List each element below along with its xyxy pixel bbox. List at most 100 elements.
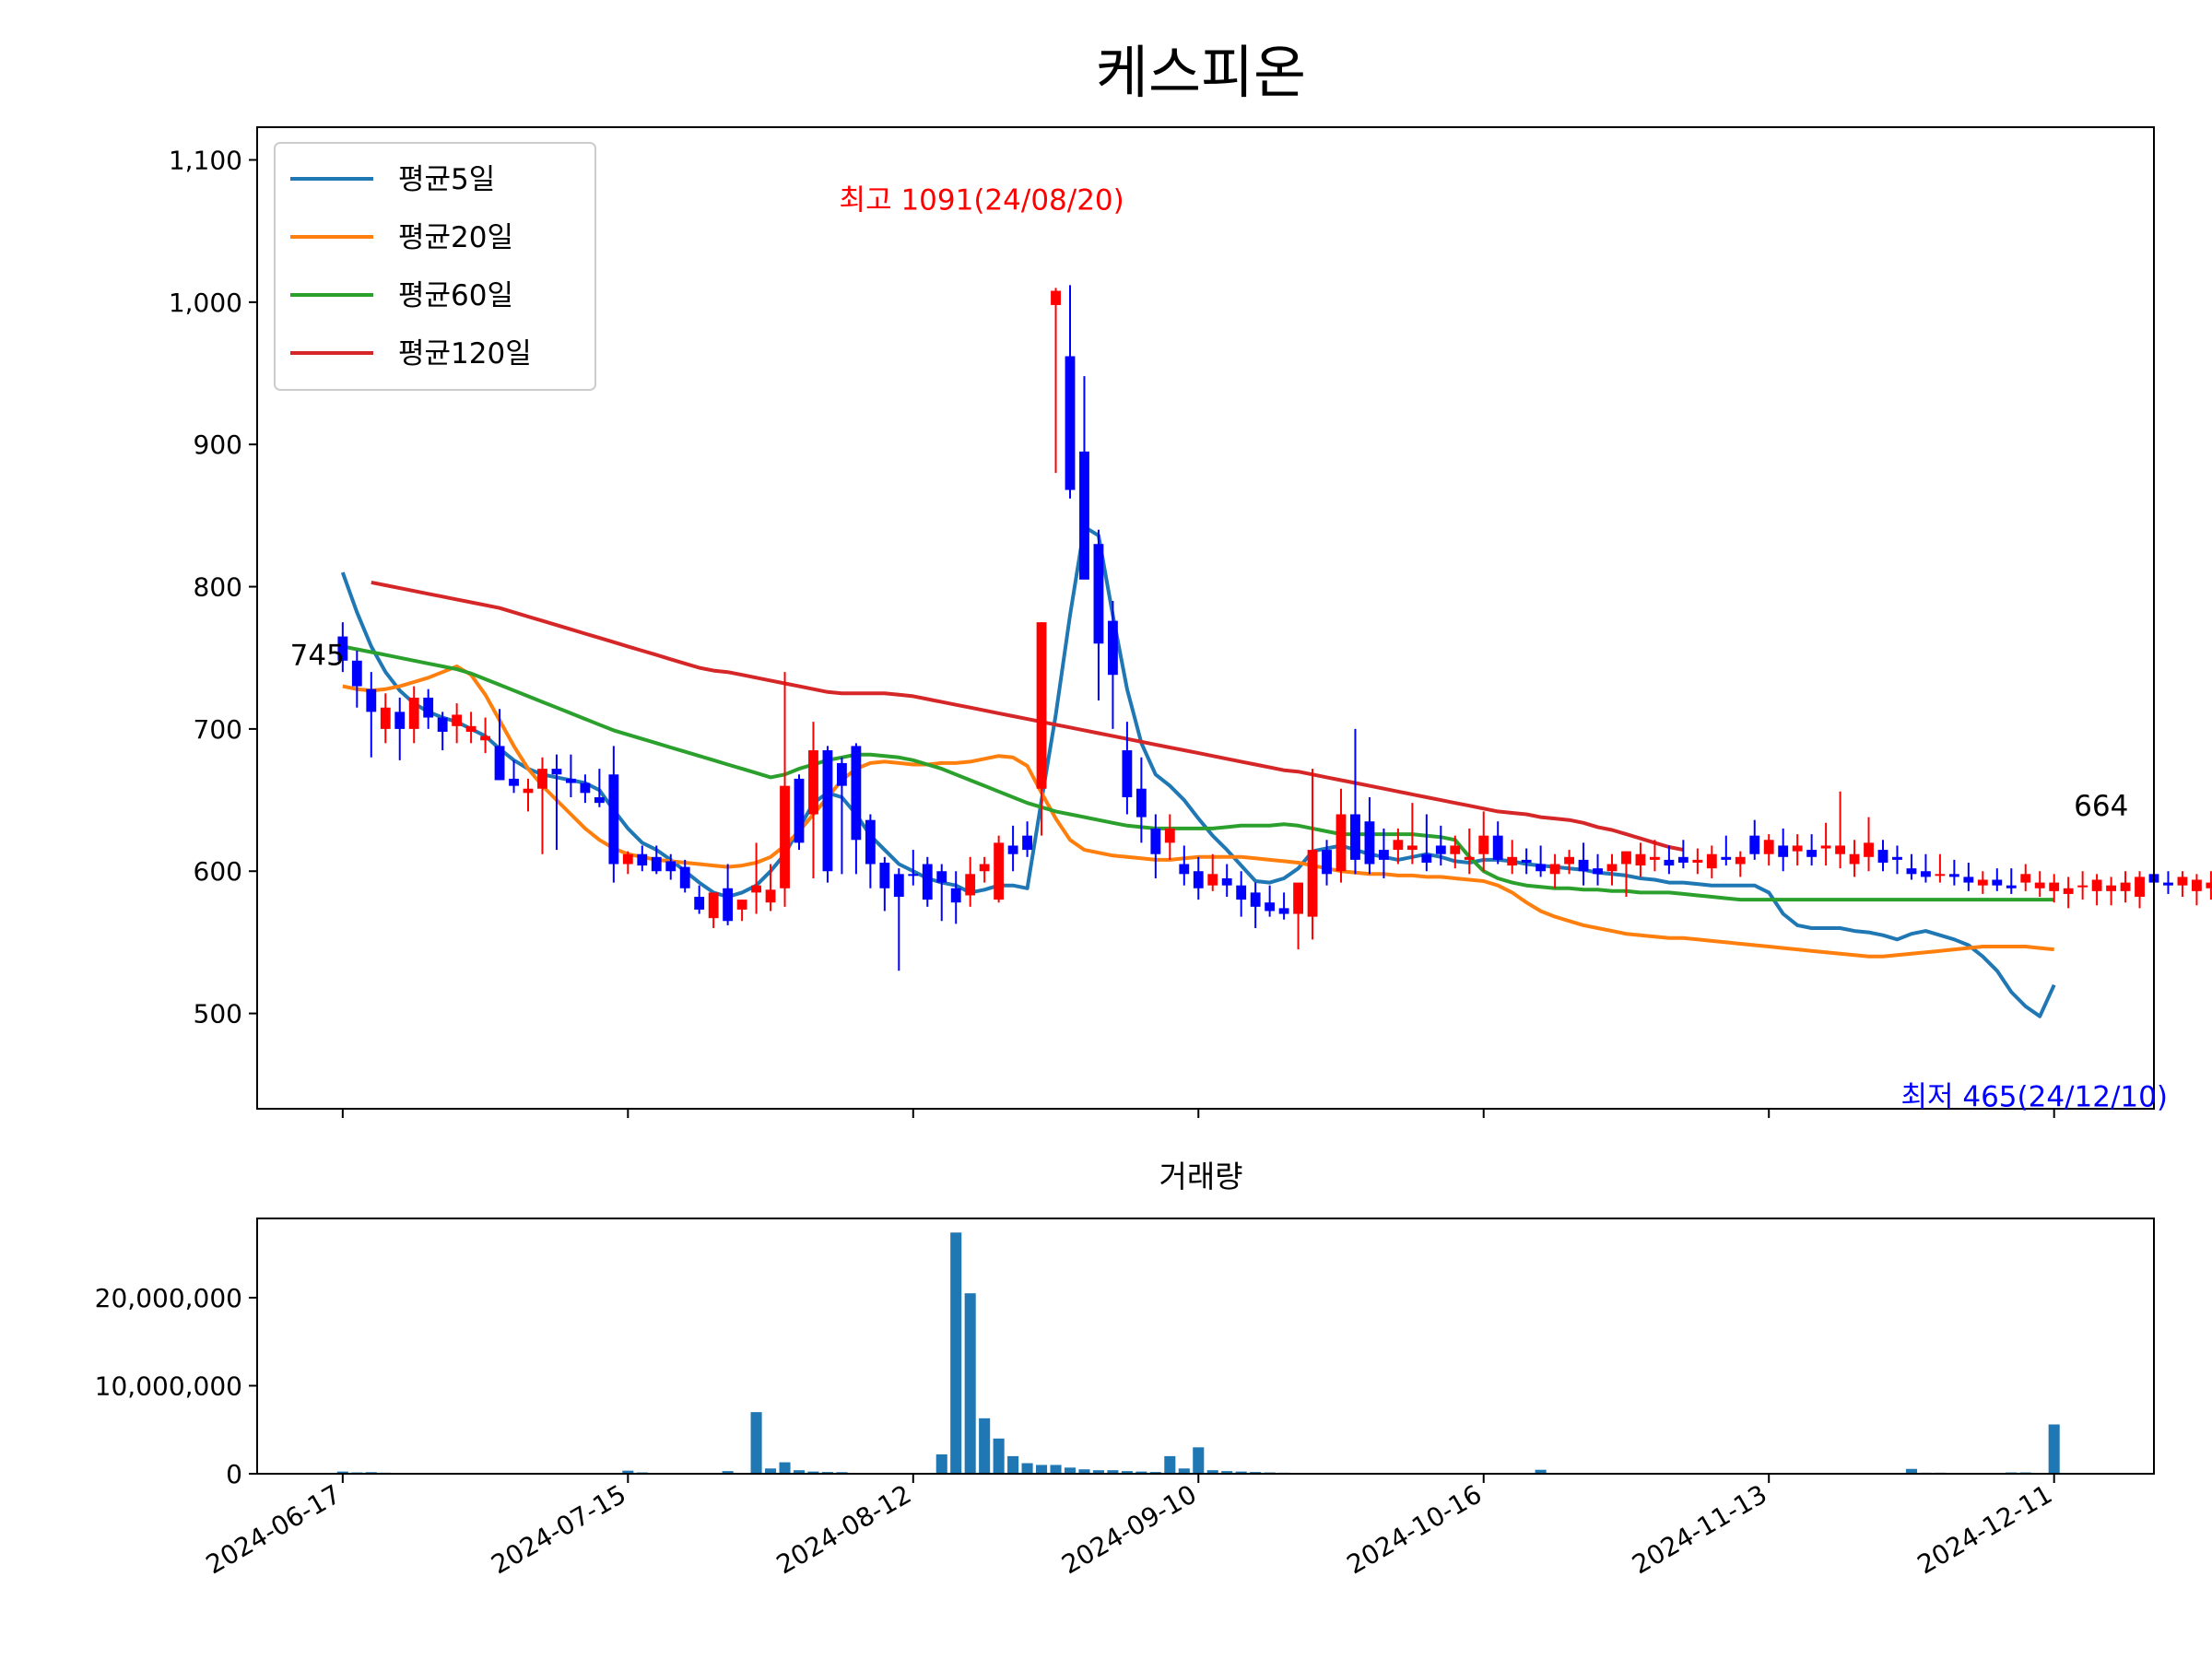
candle [1108,600,1118,729]
candle [380,693,391,744]
candle [979,856,990,883]
candle [351,651,362,708]
candle-body [794,778,805,843]
candle-body [1393,840,1404,851]
candle-body [1763,840,1774,854]
candle-body [1606,864,1618,872]
candle-body [1007,845,1018,854]
candle [637,845,648,872]
candle-body [1179,864,1190,875]
candle-body [580,782,591,794]
candle-body [2063,888,2074,894]
volume-bar [722,1471,734,1474]
candle-body [1921,871,1931,877]
candle-body [494,746,505,781]
candle [1093,529,1104,701]
volume-bar [2048,1424,2060,1474]
volume-bar [979,1418,991,1474]
candle [893,868,904,971]
volume-ytick-label: 10,000,000 [95,1371,242,1401]
candle [1921,853,1931,883]
candle [465,712,477,744]
candle-body [2006,885,2017,888]
candle [2120,871,2131,903]
candle-body [765,889,776,903]
candle-body [1364,821,1375,865]
candle-body [1549,864,1560,875]
candle-body [1749,835,1760,854]
candle-body [1307,850,1318,917]
candle [394,697,406,760]
candle [1122,722,1133,815]
volume-bar [622,1470,634,1474]
volume-bar [1535,1469,1547,1474]
candle [1079,376,1089,580]
candle-body [1221,877,1232,886]
candle [1221,864,1232,898]
candle-body [1963,877,1974,883]
candle [1406,803,1418,865]
volume-panel: 0 10,000,000 20,000,000 2024-06-17 2024-07-1… [95,1218,2155,1580]
candle-body [337,636,348,661]
candle-body [551,769,562,775]
legend-label-ma5: 평균5일 [398,163,495,196]
volume-bar [1021,1463,1033,1474]
candle [1065,285,1076,499]
candle-body [1022,835,1032,851]
candle [879,856,890,912]
candle [1778,828,1789,872]
candle [1792,834,1803,866]
price-ytick-label: 700 [194,714,242,745]
candle [480,717,490,754]
legend-label-ma120: 평균120일 [398,337,532,371]
candle [1236,871,1247,917]
candle-body [665,861,677,872]
candle-body [1421,853,1432,863]
candle [1464,828,1475,875]
candle [1963,862,1974,891]
candle [1036,622,1047,836]
candle [2106,877,2116,906]
candle [1606,853,1618,886]
candle-body [1164,828,1175,843]
candle-body [523,788,534,794]
legend: 평균5일 평균20일 평균60일 평균120일 [274,142,596,391]
candle-body [1521,859,1532,863]
candle-body [1877,850,1888,863]
candle-body [1135,788,1147,818]
candle [1135,757,1147,843]
volume-bar [1107,1470,1119,1474]
candle [1350,728,1360,875]
candle-body [1820,845,1831,849]
candle [1379,828,1389,878]
candle-body [1677,856,1688,863]
candle [494,709,505,781]
candle-body [1250,892,1261,907]
volume-panel-frame [256,1218,2155,1475]
candle-body [1578,859,1589,872]
candle [2063,877,2074,909]
candle [1293,882,1303,950]
candle [1806,834,1818,866]
volume-bar [1050,1465,1062,1474]
candle [665,853,677,880]
candle-body [708,892,719,919]
candle-body [893,874,904,898]
candle [408,686,419,744]
candle [1022,821,1032,857]
candle [1992,868,2003,891]
candle-body [1778,845,1789,857]
candle-body [1322,850,1332,875]
candle-body [1450,845,1461,854]
candle-body [1478,835,1489,854]
candle-body [2192,879,2202,891]
candle-body [1108,620,1118,676]
candle-body [537,769,547,789]
candle-body [1507,856,1518,866]
ma60-line [342,644,2054,902]
candle [723,864,734,925]
volume-bars [336,1232,2060,1474]
candle-body [2049,882,2060,891]
candle [694,885,705,914]
candle [1763,834,1774,866]
